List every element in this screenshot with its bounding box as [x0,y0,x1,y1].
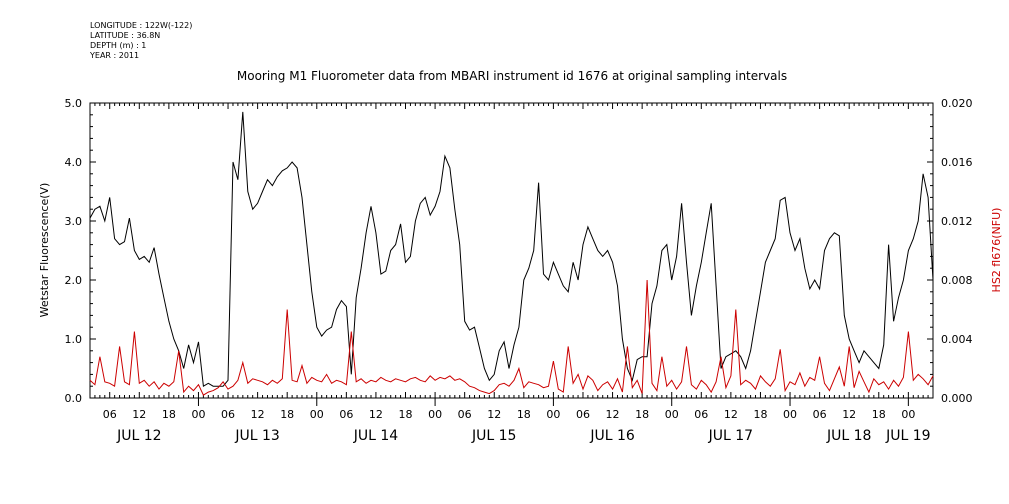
x-hour-label: 12 [842,408,856,421]
right-tick-label: 0.020 [941,97,973,110]
x-day-label: JUL 19 [885,428,930,444]
x-day-label: JUL 18 [826,428,871,444]
x-hour-label: 18 [872,408,886,421]
right-tick-labels: 0.000 0.004 0.008 0.012 0.016 0.020 [941,97,973,405]
plot-border [89,102,934,399]
x-hour-label: 06 [576,408,590,421]
x-hour-label: 06 [813,408,827,421]
x-hour-label: 06 [339,408,353,421]
x-hour-label: 06 [694,408,708,421]
x-hour-label: 12 [606,408,620,421]
x-hour-label: 12 [487,408,501,421]
x-hour-label: 06 [221,408,235,421]
x-hour-label: 06 [103,408,117,421]
x-hour-label: 18 [517,408,531,421]
x-hour-label: 00 [428,408,442,421]
right-axis-label: HS2 fl676(NFU) [990,208,1003,293]
x-hour-label: 18 [162,408,176,421]
series-line-left [89,111,934,388]
x-hour-label: 18 [399,408,413,421]
meta-longitude: LONGITUDE : 122W(-122) [90,21,193,30]
x-hour-label: 00 [310,408,324,421]
right-tick-label: 0.004 [941,333,973,346]
series-lines [89,111,934,396]
x-hour-label: 00 [783,408,797,421]
x-hour-label: 12 [251,408,265,421]
right-tick-label: 0.008 [941,274,973,287]
x-hour-label: 00 [191,408,205,421]
right-tick-label: 0.012 [941,215,973,228]
left-tick-label: 3.0 [65,215,83,228]
x-hour-label: 12 [724,408,738,421]
x-hour-label: 00 [665,408,679,421]
metadata-block: LONGITUDE : 122W(-122) LATITUDE : 36.8N … [90,21,192,61]
left-axis-label: Wetstar Fluorescence(V) [38,183,51,318]
x-hour-label: 00 [546,408,560,421]
x-hour-label: 12 [132,408,146,421]
x-day-label: JUL 16 [589,428,635,444]
left-tick-label: 0.0 [65,392,83,405]
plot-frame [89,102,934,399]
x-day-labels: JUL 12 JUL 13 JUL 14 JUL 15 JUL 16 JUL 17 JUL … [116,428,931,444]
x-day-label: JUL 17 [708,428,753,444]
meta-year: YEAR : 2011 [90,51,140,60]
x-hour-label: 06 [458,408,472,421]
x-day-label: JUL 14 [353,428,399,444]
x-hour-label: 18 [753,408,767,421]
right-tick-label: 0.000 [941,392,973,405]
chart-title: Mooring M1 Fluorometer data from MBARI i… [237,69,787,83]
right-tick-label: 0.016 [941,156,973,169]
x-day-label: JUL 15 [471,428,516,444]
x-hour-label: 12 [369,408,383,421]
left-tick-label: 4.0 [65,156,83,169]
meta-depth: DEPTH (m) : 1 [90,41,147,50]
x-hour-label: 18 [280,408,294,421]
left-tick-label: 5.0 [65,97,83,110]
x-hour-label: 18 [635,408,649,421]
axis-ticks [89,102,934,406]
x-hour-labels: 06 12 18 00 06 12 18 00 06 12 18 00 06 12 18 00 06 12 18 00… [103,408,916,421]
meta-latitude: LATITUDE : 36.8N [90,31,161,40]
series-line-right [89,279,934,396]
left-tick-label: 1.0 [65,333,83,346]
left-tick-labels: 0.0 1.0 2.0 3.0 4.0 5.0 [65,97,83,405]
x-day-label: JUL 12 [116,428,161,444]
x-hour-label: 00 [901,408,915,421]
x-day-label: JUL 13 [234,428,279,444]
left-tick-label: 2.0 [65,274,83,287]
